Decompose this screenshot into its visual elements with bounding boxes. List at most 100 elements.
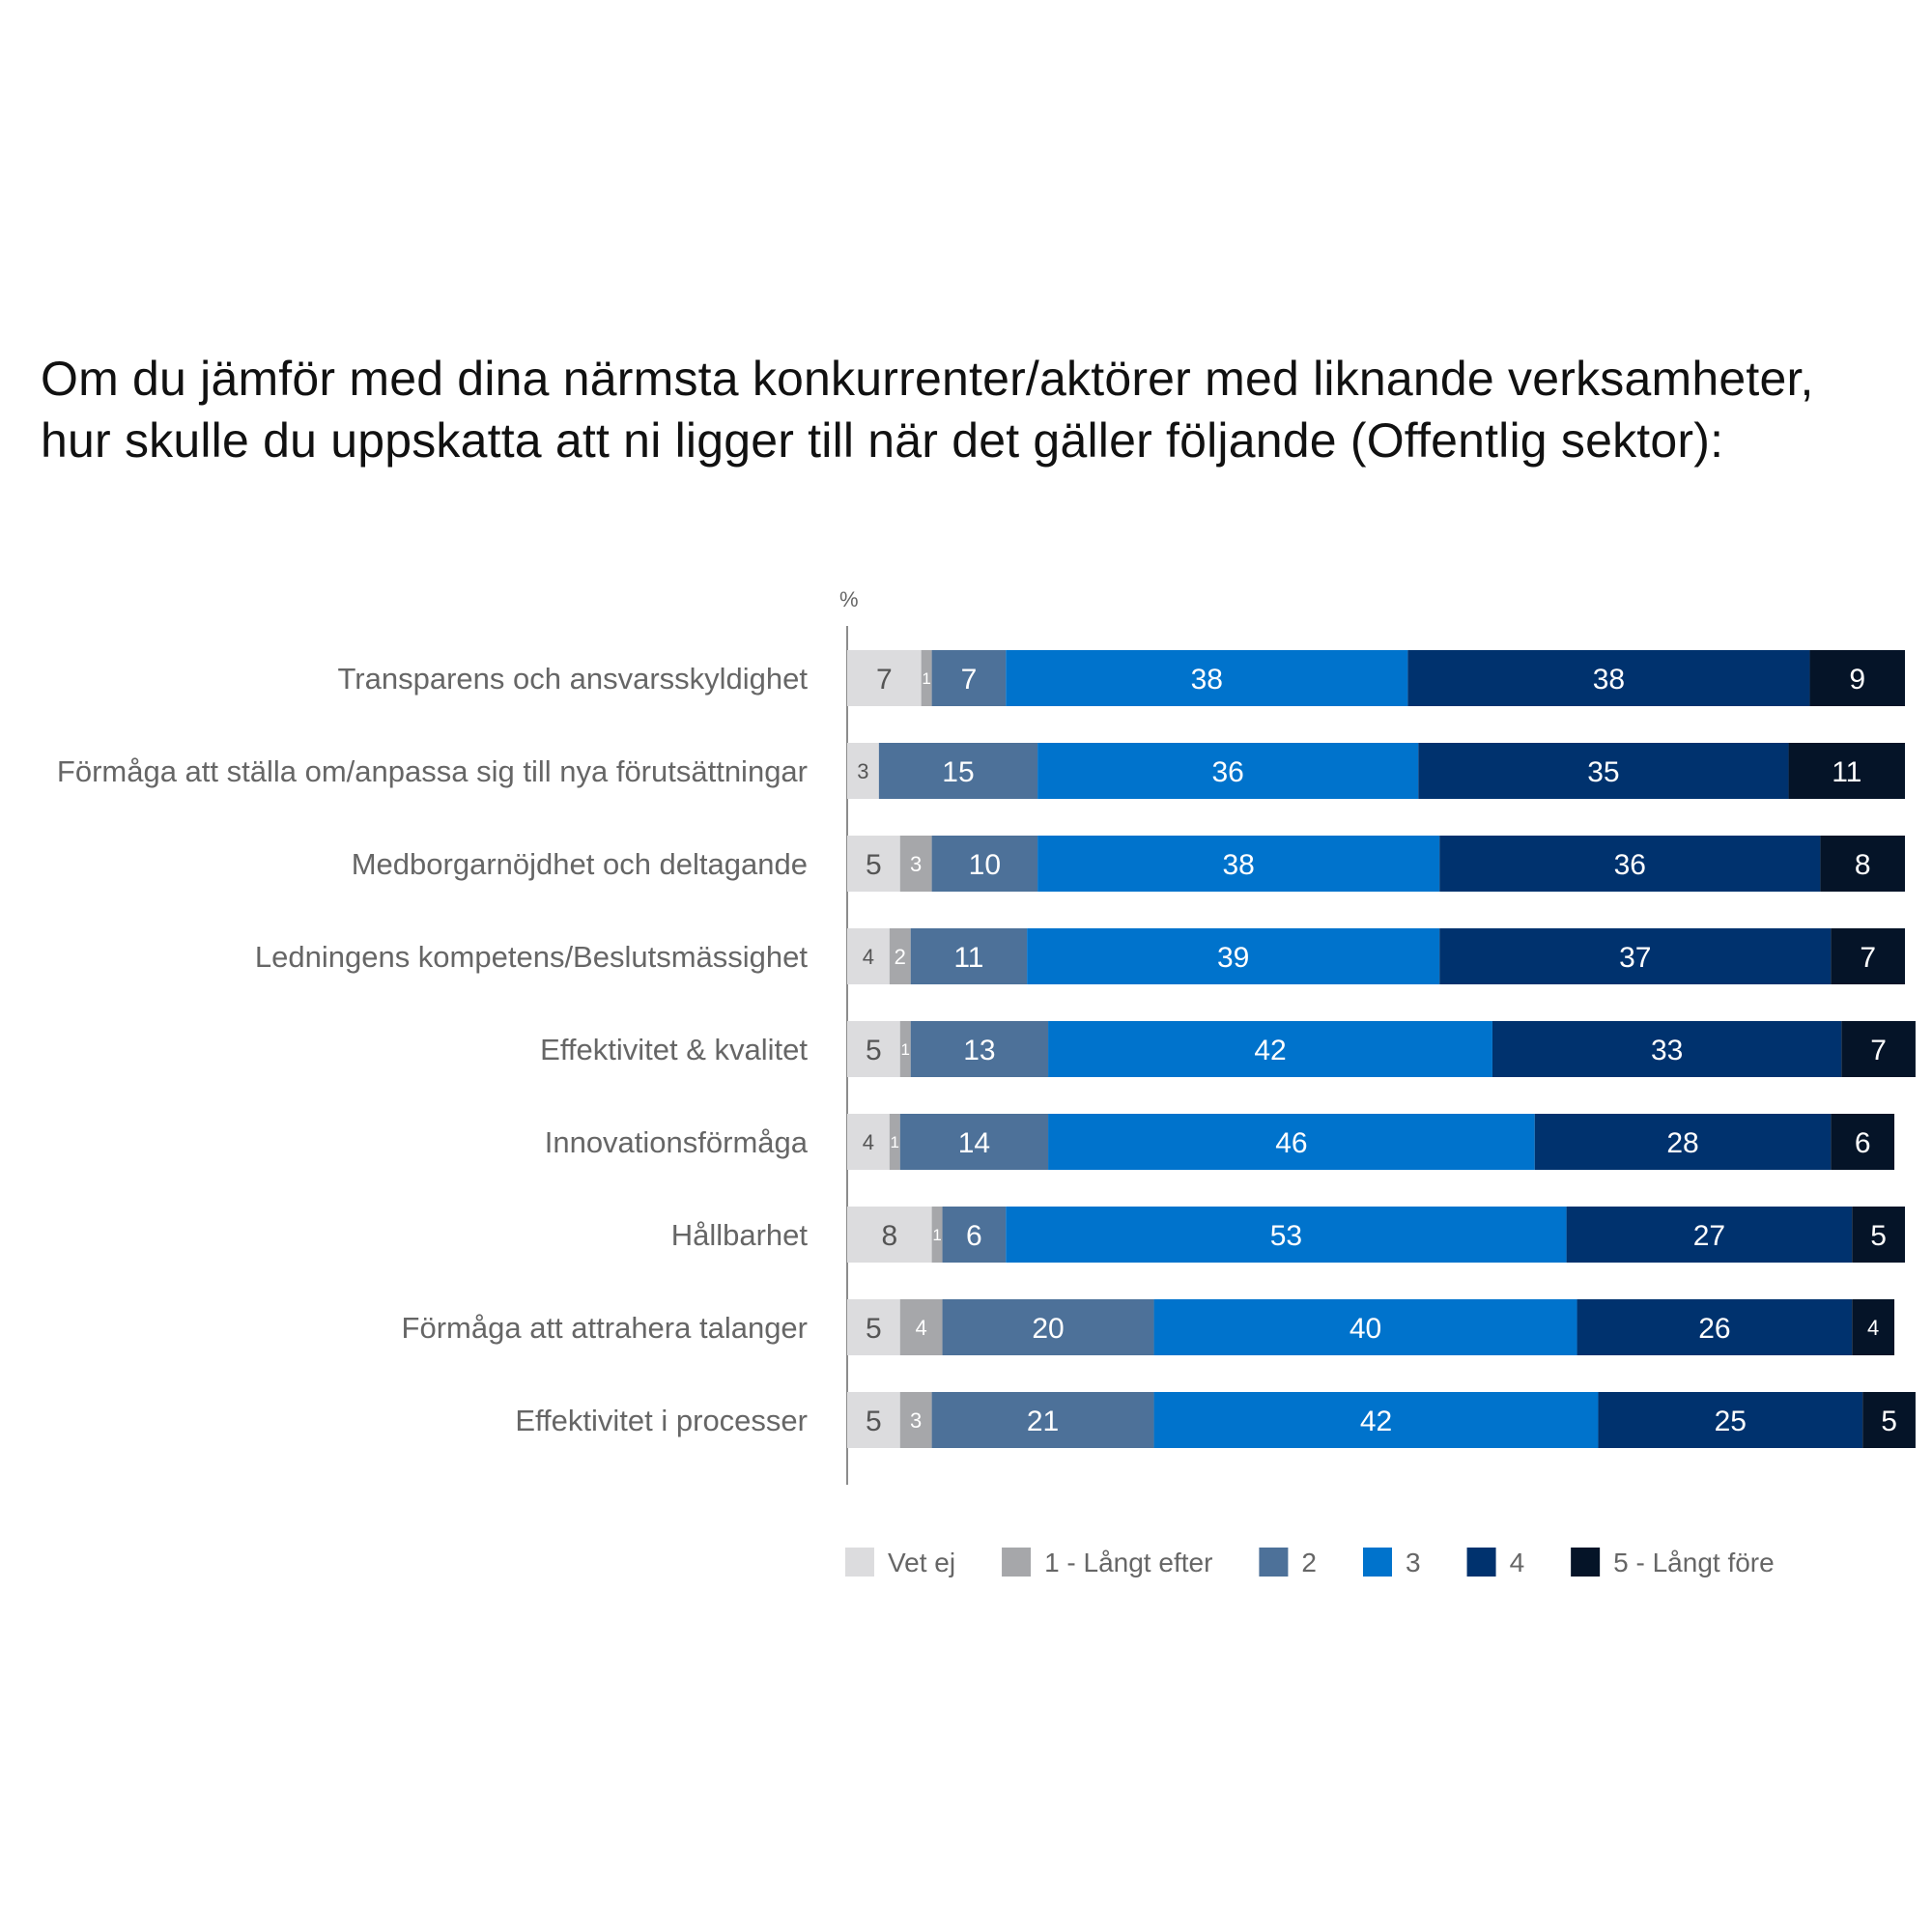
- data-label: 26: [1698, 1313, 1730, 1345]
- bar-segment: [878, 743, 1038, 799]
- legend-label: 1 - Långt efter: [1044, 1548, 1212, 1577]
- bar-segment: [1862, 1392, 1916, 1448]
- bar-segment: [942, 1207, 1007, 1263]
- bar-segment: [1439, 928, 1832, 984]
- data-label: 38: [1593, 664, 1625, 696]
- category-label: Förmåga att ställa om/anpassa sig till n…: [57, 754, 808, 788]
- bar-segment: [899, 836, 932, 892]
- bar-segment: [1048, 1021, 1492, 1077]
- unit-label: %: [839, 587, 859, 611]
- bar-segment: [931, 1207, 943, 1263]
- data-label: 37: [1619, 942, 1651, 974]
- bar-segment: [1153, 1299, 1577, 1355]
- data-label: 6: [1855, 1127, 1871, 1159]
- bar-segment: [889, 1114, 900, 1170]
- legend-label: Vet ej: [888, 1548, 955, 1577]
- data-label: 8: [1855, 849, 1871, 881]
- data-label: 2: [895, 945, 906, 969]
- bar-segment: [1566, 1207, 1853, 1263]
- bar-segment: [1048, 1114, 1535, 1170]
- bar-segment: [942, 1299, 1154, 1355]
- bar-segment: [899, 1021, 911, 1077]
- data-label: 6: [966, 1220, 982, 1252]
- data-label: 5: [866, 1035, 882, 1066]
- data-label: 8: [881, 1220, 897, 1252]
- legend-swatch: [1002, 1548, 1032, 1577]
- data-label: 4: [916, 1316, 927, 1340]
- legend-swatch: [845, 1548, 874, 1577]
- category-label: Förmåga att attrahera talanger: [402, 1311, 808, 1345]
- data-label: 25: [1715, 1406, 1747, 1437]
- bar-segment: [899, 1299, 943, 1355]
- data-label: 53: [1270, 1220, 1302, 1252]
- data-label: 5: [866, 1313, 882, 1345]
- bar-segment: [1831, 1114, 1895, 1170]
- bar-segment: [1852, 1207, 1905, 1263]
- data-label: 39: [1217, 942, 1249, 974]
- legend-swatch: [1466, 1548, 1496, 1577]
- legend-label: 2: [1301, 1548, 1317, 1577]
- legend-swatch: [1571, 1548, 1601, 1577]
- data-label: 42: [1360, 1406, 1392, 1437]
- data-label: 1: [932, 1226, 941, 1244]
- data-label: 42: [1254, 1035, 1286, 1066]
- bar-segment: [1831, 928, 1905, 984]
- data-label: 13: [963, 1035, 995, 1066]
- category-label: Medborgarnöjdhet och deltagande: [352, 847, 808, 881]
- data-label: 36: [1212, 756, 1244, 788]
- data-label: 3: [857, 759, 868, 783]
- bar-segment: [1492, 1021, 1842, 1077]
- data-label: 7: [876, 664, 893, 696]
- chart-title: Om du jämför med dina närmsta konkurrent…: [41, 348, 1915, 471]
- data-label: 38: [1222, 849, 1254, 881]
- data-label: 28: [1666, 1127, 1698, 1159]
- bar-segment: [1027, 928, 1440, 984]
- data-label: 20: [1032, 1313, 1064, 1345]
- bar-segment: [1037, 743, 1419, 799]
- bar-segment: [1037, 836, 1440, 892]
- bar-segment: [847, 743, 879, 799]
- legend-swatch: [1259, 1548, 1289, 1577]
- data-label: 1: [922, 669, 930, 688]
- bar-segment: [931, 650, 1007, 706]
- data-label: 14: [958, 1127, 990, 1159]
- legend-swatch: [1362, 1548, 1392, 1577]
- bar-segment: [1788, 743, 1905, 799]
- data-label: 5: [1881, 1406, 1897, 1437]
- bar-segment: [847, 650, 922, 706]
- data-label: 5: [1870, 1220, 1887, 1252]
- data-label: 1: [900, 1040, 909, 1059]
- bar-segment: [1809, 650, 1905, 706]
- bar-segment: [847, 1207, 932, 1263]
- bar-segment: [1577, 1299, 1853, 1355]
- category-label: Hållbarhet: [671, 1218, 809, 1252]
- data-label: 1: [891, 1133, 899, 1151]
- data-label: 33: [1651, 1035, 1683, 1066]
- bar-segment: [889, 928, 911, 984]
- bar-segment: [921, 650, 932, 706]
- category-label: Effektivitet i processer: [515, 1404, 808, 1437]
- bar-segment: [1534, 1114, 1832, 1170]
- bar-segment: [899, 1114, 1049, 1170]
- category-label: Innovationsförmåga: [545, 1125, 809, 1159]
- bar-segment: [1006, 1207, 1567, 1263]
- data-label: 7: [1860, 942, 1876, 974]
- data-label: 15: [942, 756, 974, 788]
- bar-segment: [910, 928, 1028, 984]
- data-label: 11: [1832, 756, 1861, 788]
- bar-segment: [847, 1392, 900, 1448]
- data-label: 46: [1275, 1127, 1307, 1159]
- bar-segment: [1841, 1021, 1916, 1077]
- data-label: 5: [866, 1406, 882, 1437]
- bar-segment: [847, 1114, 890, 1170]
- category-label: Effektivitet & kvalitet: [540, 1033, 808, 1066]
- chart-title-line-2: hur skulle du uppskatta att ni ligger ti…: [41, 413, 1724, 468]
- bar-segment: [1006, 650, 1408, 706]
- bar-segment: [1153, 1392, 1599, 1448]
- bar-segment: [847, 1299, 900, 1355]
- legend-label: 4: [1510, 1548, 1525, 1577]
- data-label: 4: [863, 945, 874, 969]
- bar-segment: [847, 928, 890, 984]
- bar-segment: [1439, 836, 1821, 892]
